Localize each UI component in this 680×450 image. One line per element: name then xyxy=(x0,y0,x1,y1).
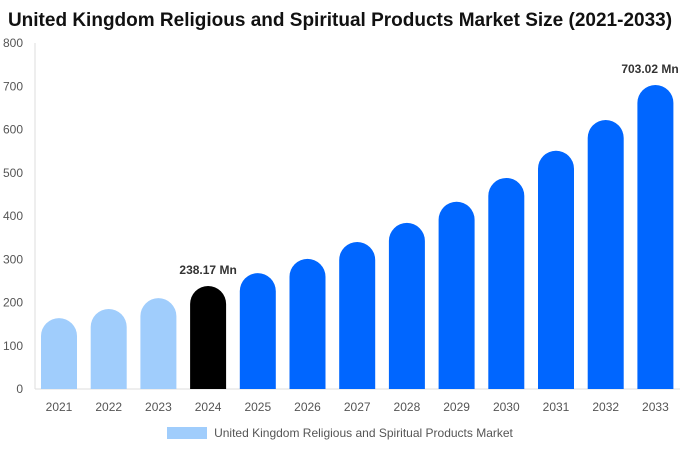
legend-label: United Kingdom Religious and Spiritual P… xyxy=(214,426,513,440)
data-label-2024: 238.17 Mn xyxy=(179,263,236,277)
x-tick-label: 2022 xyxy=(95,400,122,414)
legend: United Kingdom Religious and Spiritual P… xyxy=(0,426,680,440)
x-tick-label: 2026 xyxy=(294,400,321,414)
y-tick-label: 700 xyxy=(3,79,23,93)
x-tick-label: 2028 xyxy=(394,400,421,414)
bar-2027 xyxy=(339,241,376,389)
bar-2025 xyxy=(239,273,276,389)
bar-2022 xyxy=(90,308,127,389)
y-tick-label: 0 xyxy=(16,382,23,396)
y-tick-label: 500 xyxy=(3,166,23,180)
y-tick-label: 800 xyxy=(3,36,23,50)
x-tick-label: 2024 xyxy=(195,400,222,414)
x-tick-label: 2021 xyxy=(46,400,73,414)
x-tick-label: 2025 xyxy=(244,400,271,414)
bar-2023 xyxy=(140,298,177,389)
bar-2028 xyxy=(388,222,425,389)
bar-2032 xyxy=(587,119,624,390)
x-tick-label: 2027 xyxy=(344,400,371,414)
y-tick-label: 400 xyxy=(3,209,23,223)
y-tick-label: 600 xyxy=(3,123,23,137)
bar-2026 xyxy=(289,258,326,389)
bar-2031 xyxy=(538,150,574,389)
data-label-2033: 703.02 Mn xyxy=(621,62,678,76)
bar-2029 xyxy=(438,201,475,389)
y-tick-label: 200 xyxy=(3,296,23,310)
bar-2021 xyxy=(41,318,77,389)
x-tick-label: 2032 xyxy=(592,400,619,414)
y-tick-label: 100 xyxy=(3,339,23,353)
bar-2030 xyxy=(488,177,525,389)
y-tick-label: 300 xyxy=(3,252,23,266)
x-tick-label: 2029 xyxy=(443,400,470,414)
x-tick-label: 2033 xyxy=(642,400,669,414)
x-tick-label: 2030 xyxy=(493,400,520,414)
bar-2033 xyxy=(637,84,674,389)
chart-title: United Kingdom Religious and Spiritual P… xyxy=(7,10,673,31)
legend-swatch xyxy=(167,427,208,439)
x-tick-label: 2023 xyxy=(145,400,172,414)
x-tick-label: 2031 xyxy=(543,400,570,414)
bar-2024 xyxy=(190,285,227,389)
